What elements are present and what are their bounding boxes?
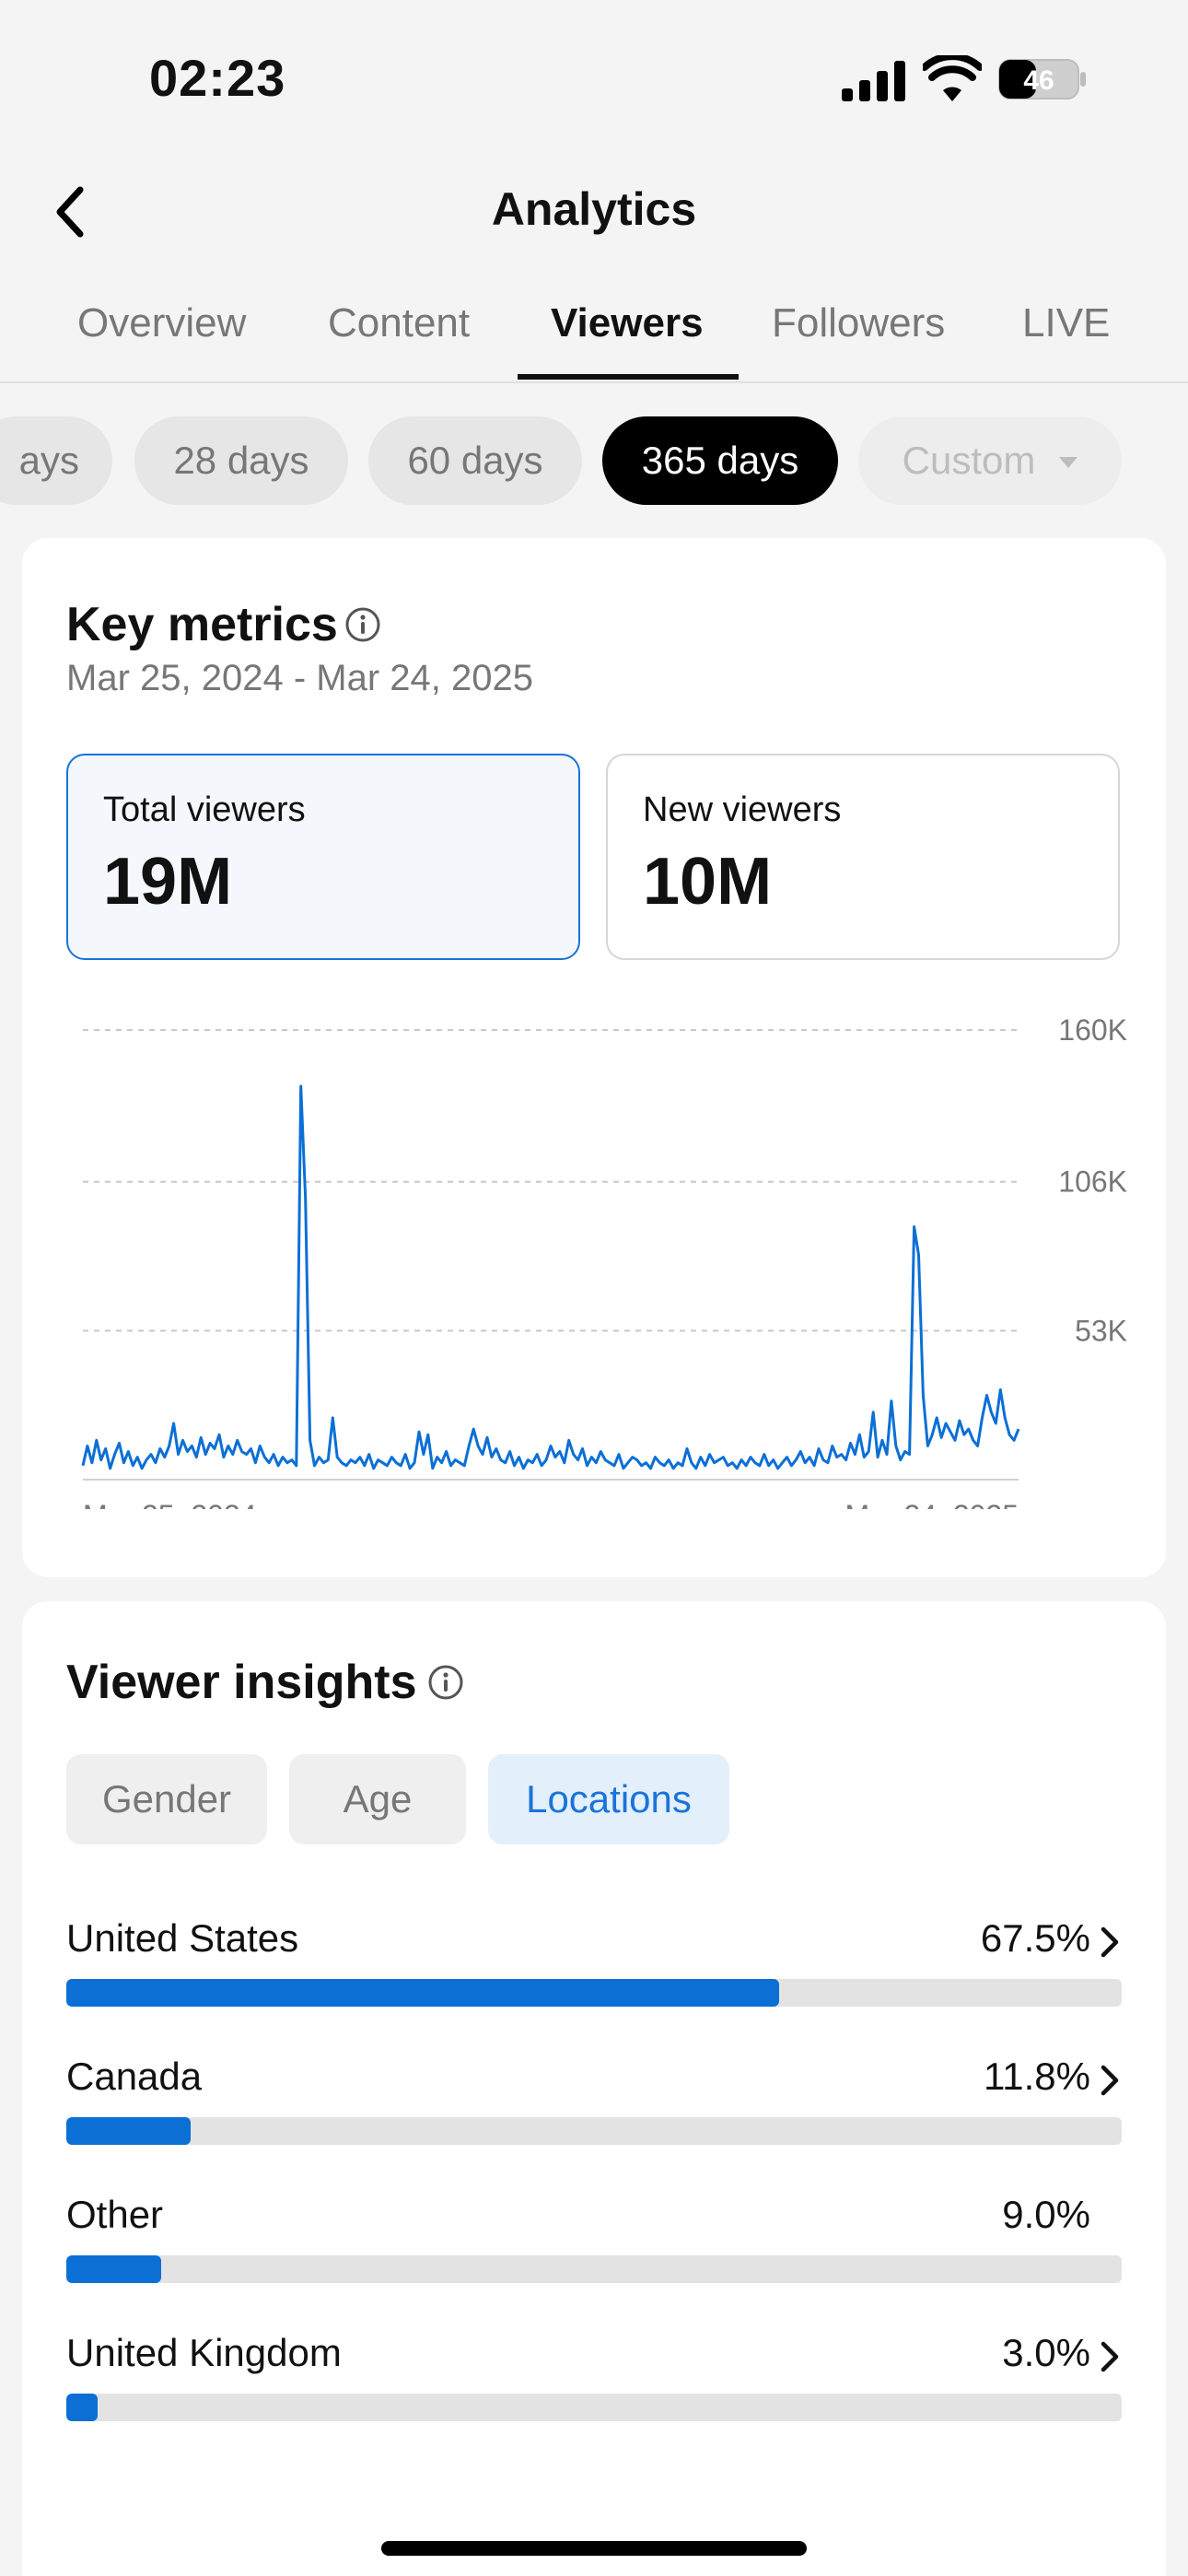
battery-level: 46 [1023,65,1054,96]
page-title: Analytics [491,183,697,235]
y-tick-label: 160K [1058,1013,1127,1047]
location-bar-track [66,1979,1122,2007]
range-28-days-pill[interactable]: 28 days [134,416,348,505]
info-icon[interactable] [344,606,381,643]
analytics-tabs: Overview Content Viewers Followers LIVE [0,295,1188,383]
home-indicator [381,2541,807,2556]
metric-label: Total viewers [103,790,306,829]
tab-followers[interactable]: Followers [772,300,946,345]
location-name: United States [66,1916,299,1960]
location-row-other: Other 9.0% [66,2193,1122,2331]
location-name: Canada [66,2055,203,2098]
location-bar-fill [66,2117,192,2145]
location-bar-fill [66,1979,779,2007]
viewer-insights-card: Viewer insights Gender Age Locations Uni… [22,1601,1166,2576]
active-tab-indicator [518,374,739,380]
tab-overview[interactable]: Overview [77,300,247,345]
caret-down-icon [1059,457,1078,468]
range-365-days-pill[interactable]: 365 days [602,416,838,505]
series-line [81,1084,1020,1470]
tab-age[interactable]: Age [289,1754,466,1844]
location-bar-track [66,2117,1122,2145]
location-percent: 11.8% [984,2055,1090,2098]
location-row-canada[interactable]: Canada 11.8% [66,2055,1122,2193]
range-custom-pill[interactable]: Custom [858,416,1122,505]
location-bar-fill [66,2255,162,2283]
x-tick-start: Mar 25, 2024 [83,1499,257,1509]
new-viewers-tile[interactable]: New viewers 10M [606,754,1120,960]
tab-viewers[interactable]: Viewers [551,300,704,345]
info-icon[interactable] [427,1664,464,1701]
tab-gender[interactable]: Gender [66,1754,267,1844]
location-row-united-states[interactable]: United States 67.5% [66,1916,1122,2055]
metric-label: New viewers [643,790,842,829]
range-pill-label: ays [18,439,79,482]
y-tick-label: 106K [1058,1165,1127,1199]
x-tick-end: Mar 24, 2025 [844,1499,1019,1509]
range-pill-label: Custom [902,439,1036,482]
tab-locations[interactable]: Locations [488,1754,729,1844]
range-7-days-pill[interactable]: ays [0,416,112,505]
date-range-label: Mar 25, 2024 - Mar 24, 2025 [66,658,533,698]
range-pill-label: 365 days [641,439,799,482]
y-tick-label: 53K [1075,1314,1127,1347]
total-viewers-tile[interactable]: Total viewers 19M [66,754,580,960]
viewers-line-chart: 160K 106K 53K Mar 25, 2024 Mar 24, 2025 [81,1013,1127,1509]
date-range-selector: ays 28 days 60 days 365 days Custom [0,416,1188,505]
location-row-united-kingdom[interactable]: United Kingdom 3.0% [66,2331,1122,2469]
battery-icon: 46 [998,59,1086,100]
cellular-signal-icon [842,61,905,101]
range-pill-label: 28 days [173,439,309,482]
tab-live[interactable]: LIVE [1022,300,1111,345]
location-name: Other [66,2193,164,2236]
location-percent: 3.0% [1002,2331,1090,2374]
location-bar-track [66,2394,1122,2421]
range-pill-label: 60 days [407,439,543,482]
wifi-icon [923,55,982,101]
location-name: United Kingdom [66,2331,342,2374]
status-bar: 02:23 46 [0,0,1188,157]
chevron-right-icon [1101,2065,1119,2096]
location-bar-fill [66,2394,99,2421]
location-percent: 9.0% [1002,2193,1090,2236]
chevron-right-icon [1101,2341,1119,2372]
key-metrics-card: Key metrics Mar 25, 2024 - Mar 24, 2025 … [22,538,1166,1577]
viewer-insights-title: Viewer insights [66,1656,417,1709]
status-time: 02:23 [149,49,286,107]
range-60-days-pill[interactable]: 60 days [368,416,582,505]
location-percent: 67.5% [980,1916,1090,1960]
chevron-right-icon [1101,1926,1119,1958]
back-button[interactable] [37,175,101,249]
chevron-left-icon [56,186,84,238]
tab-content[interactable]: Content [328,300,471,345]
metric-value: 19M [103,845,233,919]
metric-value: 10M [643,845,773,919]
key-metrics-title: Key metrics [66,598,338,651]
location-bar-track [66,2255,1122,2283]
